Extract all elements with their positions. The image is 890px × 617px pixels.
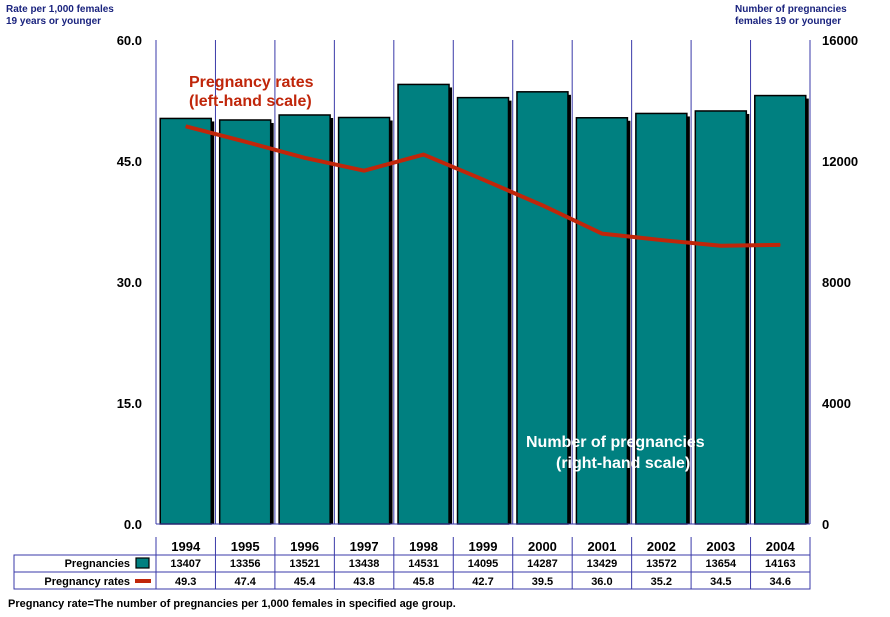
table-cell-pregnancies: 13521 bbox=[289, 558, 320, 570]
x-tick-label: 1997 bbox=[350, 539, 379, 554]
table-cell-rate: 45.4 bbox=[294, 576, 316, 588]
gridlines bbox=[214, 40, 752, 524]
right-axis-title-line1: Number of pregnancies bbox=[735, 4, 847, 15]
pregnancies-annotation-line2: (right-hand scale) bbox=[556, 455, 690, 472]
bar-2002 bbox=[635, 112, 688, 525]
left-axis-title-line2: 19 years or younger bbox=[6, 16, 101, 27]
x-tick-label: 1996 bbox=[290, 539, 319, 554]
table-cell-pregnancies: 13438 bbox=[349, 558, 380, 570]
x-tick-label: 2002 bbox=[647, 539, 676, 554]
x-tick-label: 2001 bbox=[587, 539, 616, 554]
table-cell-rate: 49.3 bbox=[175, 576, 196, 588]
table-row-label-rates: Pregnancy rates bbox=[44, 576, 130, 588]
right-tick-label: 4000 bbox=[822, 396, 851, 411]
right-tick-label: 0 bbox=[822, 517, 829, 532]
table-cell-rate: 34.5 bbox=[710, 576, 731, 588]
table-cell-pregnancies: 14531 bbox=[408, 558, 439, 570]
rate-point-2004 bbox=[779, 244, 781, 246]
table-cell-pregnancies: 13429 bbox=[587, 558, 618, 570]
rate-point-1995 bbox=[244, 141, 246, 143]
table-cell-rate: 45.8 bbox=[413, 576, 434, 588]
right-axis-title-line2: females 19 or younger bbox=[735, 16, 841, 27]
rate-point-1994 bbox=[185, 125, 187, 127]
table-cell-pregnancies: 14287 bbox=[527, 558, 558, 570]
bar-1998 bbox=[397, 83, 450, 525]
rate-point-2002 bbox=[660, 239, 662, 241]
rate-line bbox=[185, 124, 781, 248]
x-tick-label: 1998 bbox=[409, 539, 438, 554]
table-cell-rate: 47.4 bbox=[234, 576, 256, 588]
rates-annotation-line2: (left-hand scale) bbox=[189, 93, 312, 110]
table-cell-rate: 39.5 bbox=[532, 576, 553, 588]
table-cell-rate: 36.0 bbox=[591, 576, 612, 588]
rate-point-2003 bbox=[720, 245, 722, 247]
rate-point-2000 bbox=[541, 204, 543, 206]
rate-point-2001 bbox=[601, 233, 603, 235]
bar-1999 bbox=[456, 96, 510, 525]
legend-swatch-pregnancies bbox=[135, 557, 150, 569]
pregnancies-annotation-line1: Number of pregnancies bbox=[526, 434, 705, 451]
bar-1997 bbox=[337, 116, 391, 525]
x-tick-label: 2003 bbox=[706, 539, 735, 554]
rate-point-1998 bbox=[423, 154, 425, 156]
table-cell-pregnancies: 13407 bbox=[170, 558, 201, 570]
left-axis-title-line1: Rate per 1,000 females bbox=[6, 4, 114, 15]
table-cell-pregnancies: 13356 bbox=[230, 558, 261, 570]
x-tick-label: 1995 bbox=[231, 539, 260, 554]
right-tick-label: 8000 bbox=[822, 275, 851, 290]
table-cell-pregnancies: 14095 bbox=[468, 558, 499, 570]
table-cell-rate: 43.8 bbox=[353, 576, 374, 588]
rate-point-1997 bbox=[363, 170, 365, 172]
left-tick-label: 60.0 bbox=[117, 33, 142, 48]
table-cell-rate: 34.6 bbox=[770, 576, 791, 588]
rate-point-1996 bbox=[304, 157, 306, 159]
right-tick-label: 16000 bbox=[822, 33, 858, 48]
table-cell-rate: 35.2 bbox=[651, 576, 672, 588]
left-tick-label: 15.0 bbox=[117, 396, 142, 411]
rate-point-1999 bbox=[482, 179, 484, 181]
bar-1996 bbox=[278, 114, 331, 525]
table-cell-rate: 42.7 bbox=[472, 576, 493, 588]
right-tick-label: 12000 bbox=[822, 154, 858, 169]
x-tick-label: 1999 bbox=[469, 539, 498, 554]
left-tick-label: 45.0 bbox=[117, 154, 142, 169]
table-cell-pregnancies: 13572 bbox=[646, 558, 677, 570]
footnote: Pregnancy rate=The number of pregnancies… bbox=[8, 598, 456, 610]
bar-1995 bbox=[218, 119, 272, 525]
rates-annotation-line1: Pregnancy rates bbox=[189, 74, 314, 91]
table-cell-pregnancies: 13654 bbox=[706, 558, 737, 570]
x-tick-label: 2004 bbox=[766, 539, 796, 554]
data-table: 1994 1995 1996 1997 1998 1999 2000 2001 2002 2003… bbox=[13, 537, 811, 590]
x-tick-label: 1994 bbox=[171, 539, 201, 554]
bar-1994 bbox=[159, 117, 212, 525]
left-tick-label: 0.0 bbox=[124, 517, 142, 532]
axes: 0.0 15.0 30.0 45.0 60.0 0 4000 8000 12000 16000 bbox=[117, 33, 858, 532]
bar-2003 bbox=[694, 110, 748, 525]
pregnancy-bars bbox=[159, 83, 809, 525]
table-cell-pregnancies: 14163 bbox=[765, 558, 796, 570]
bar-2004 bbox=[754, 94, 807, 525]
left-tick-label: 30.0 bbox=[117, 275, 142, 290]
bar-2000 bbox=[516, 91, 569, 525]
x-tick-label: 2000 bbox=[528, 539, 557, 554]
bar-2001 bbox=[575, 117, 629, 525]
table-row-label-pregnancies: Pregnancies bbox=[65, 558, 130, 570]
